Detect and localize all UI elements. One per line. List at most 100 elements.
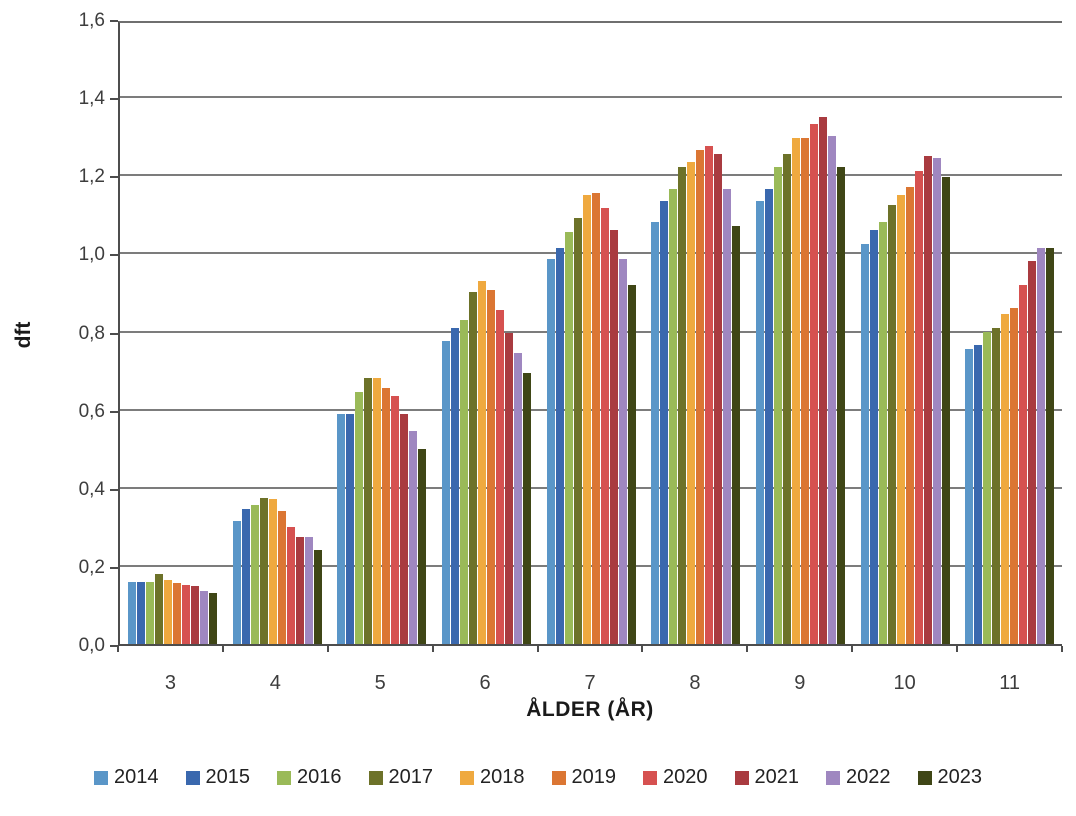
bar-group-age-9 (748, 23, 853, 644)
bar-2014-age-10 (860, 243, 869, 644)
legend-label: 2015 (205, 766, 251, 788)
bar-2017-age-8 (678, 167, 687, 644)
x-axis-tickmark (326, 646, 329, 652)
gridline (120, 252, 1062, 255)
x-axis-tickmark (536, 646, 539, 652)
legend-label: 2018 (480, 766, 525, 788)
gridline (120, 174, 1062, 177)
legend-label: 2021 (754, 766, 800, 788)
bar-2021-age-7 (609, 229, 618, 644)
legend-item-2014: 2014 (94, 766, 159, 789)
bar-group-age-6 (434, 23, 539, 644)
legend-swatch-icon (460, 770, 474, 785)
x-axis-tickmark (641, 646, 644, 652)
bar-2023-age-9 (836, 167, 845, 644)
bar-2016-age-8 (669, 188, 678, 644)
bar-2014-age-7 (546, 259, 555, 644)
x-tick-label: 6 (479, 672, 491, 694)
bar-2015-age-7 (555, 247, 564, 644)
x-tick-label: 3 (164, 672, 176, 694)
x-axis-tickmark (1061, 646, 1063, 652)
bar-2016-age-5 (355, 392, 364, 644)
legend-swatch-icon (185, 770, 200, 785)
bar-groups (120, 23, 1062, 644)
x-axis-tickmark (221, 646, 224, 652)
bar-2021-age-4 (295, 536, 304, 644)
legend-item-2022: 2022 (826, 766, 891, 789)
gridline (120, 486, 1062, 489)
bar-2016-age-7 (564, 231, 573, 644)
bar-group-age-3 (120, 23, 225, 644)
y-tick-label: 0,0 (78, 635, 105, 656)
legend-swatch-icon (826, 770, 840, 785)
bar-2017-age-7 (573, 218, 582, 644)
bar-2018-age-6 (477, 280, 486, 644)
x-axis-tickmark (956, 646, 959, 652)
x-axis-tickmark (851, 646, 854, 652)
bar-2017-age-3 (154, 573, 163, 644)
y-tick-label: 1,6 (78, 10, 105, 31)
legend-swatch-icon (643, 770, 657, 785)
y-tick-label: 1,2 (78, 166, 105, 188)
bar-2015-age-8 (660, 200, 669, 644)
bar-2018-age-7 (582, 194, 591, 644)
bar-2023-age-3 (208, 593, 217, 644)
bar-2018-age-8 (687, 161, 696, 644)
bar-2015-age-3 (136, 581, 145, 644)
bar-2015-age-11 (974, 345, 983, 644)
plot-area (118, 21, 1062, 646)
gridline (120, 564, 1062, 567)
bar-2017-age-9 (782, 153, 791, 644)
bar-2022-age-11 (1037, 247, 1046, 644)
bar-2014-age-9 (755, 200, 764, 644)
x-axis-labels: 3 4 5 6 7 8 9 10 11 (118, 672, 1062, 695)
bar-2021-age-8 (714, 153, 723, 644)
y-tick-label: 0,6 (78, 400, 105, 422)
bar-2020-age-10 (914, 171, 923, 644)
x-tick-label: 5 (374, 672, 386, 694)
bar-2017-age-10 (887, 204, 896, 644)
legend-label: 2016 (297, 766, 342, 788)
bar-2023-age-8 (732, 226, 741, 644)
bar-2014-age-11 (965, 349, 974, 644)
bar-2022-age-3 (199, 591, 208, 644)
legend-label: 2019 (571, 766, 617, 788)
legend-item-2017: 2017 (368, 766, 433, 789)
legend-item-2020: 2020 (643, 766, 708, 789)
bar-2018-age-4 (268, 499, 277, 644)
bar-2018-age-3 (163, 579, 172, 644)
bar-2014-age-8 (651, 222, 660, 644)
bar-2023-age-4 (313, 550, 322, 644)
bar-2022-age-6 (513, 352, 522, 644)
bar-2018-age-9 (791, 138, 800, 644)
bar-group-age-4 (225, 23, 330, 644)
y-tick-label: 1,0 (78, 244, 105, 266)
bar-2021-age-9 (818, 116, 827, 644)
bar-2019-age-7 (591, 192, 600, 644)
y-axis-tickmark (110, 98, 118, 101)
legend-item-2018: 2018 (460, 766, 525, 789)
x-tick-label: 10 (893, 672, 916, 694)
bar-2016-age-3 (145, 581, 154, 644)
bar-2020-age-5 (391, 395, 400, 644)
bar-2014-age-4 (232, 520, 241, 644)
bar-group-age-7 (539, 23, 644, 644)
bar-2018-age-10 (896, 194, 905, 644)
gridline (120, 408, 1062, 411)
bar-2014-age-5 (337, 413, 346, 644)
bar-2019-age-4 (277, 511, 286, 644)
y-axis-tickmark (110, 645, 118, 647)
bar-2015-age-10 (869, 229, 878, 644)
bar-2016-age-9 (773, 167, 782, 644)
bar-2022-age-5 (409, 431, 418, 644)
bar-2014-age-6 (441, 341, 450, 644)
bar-2016-age-11 (983, 331, 992, 644)
bar-2022-age-7 (618, 259, 627, 644)
bar-2019-age-3 (172, 583, 181, 644)
bar-2015-age-9 (764, 188, 773, 644)
x-tick-label: 9 (794, 672, 806, 694)
bar-2019-age-6 (486, 290, 495, 644)
y-tick-label: 1,4 (78, 88, 105, 110)
legend-item-2016: 2016 (277, 766, 342, 789)
y-axis-title: dft (12, 321, 35, 349)
